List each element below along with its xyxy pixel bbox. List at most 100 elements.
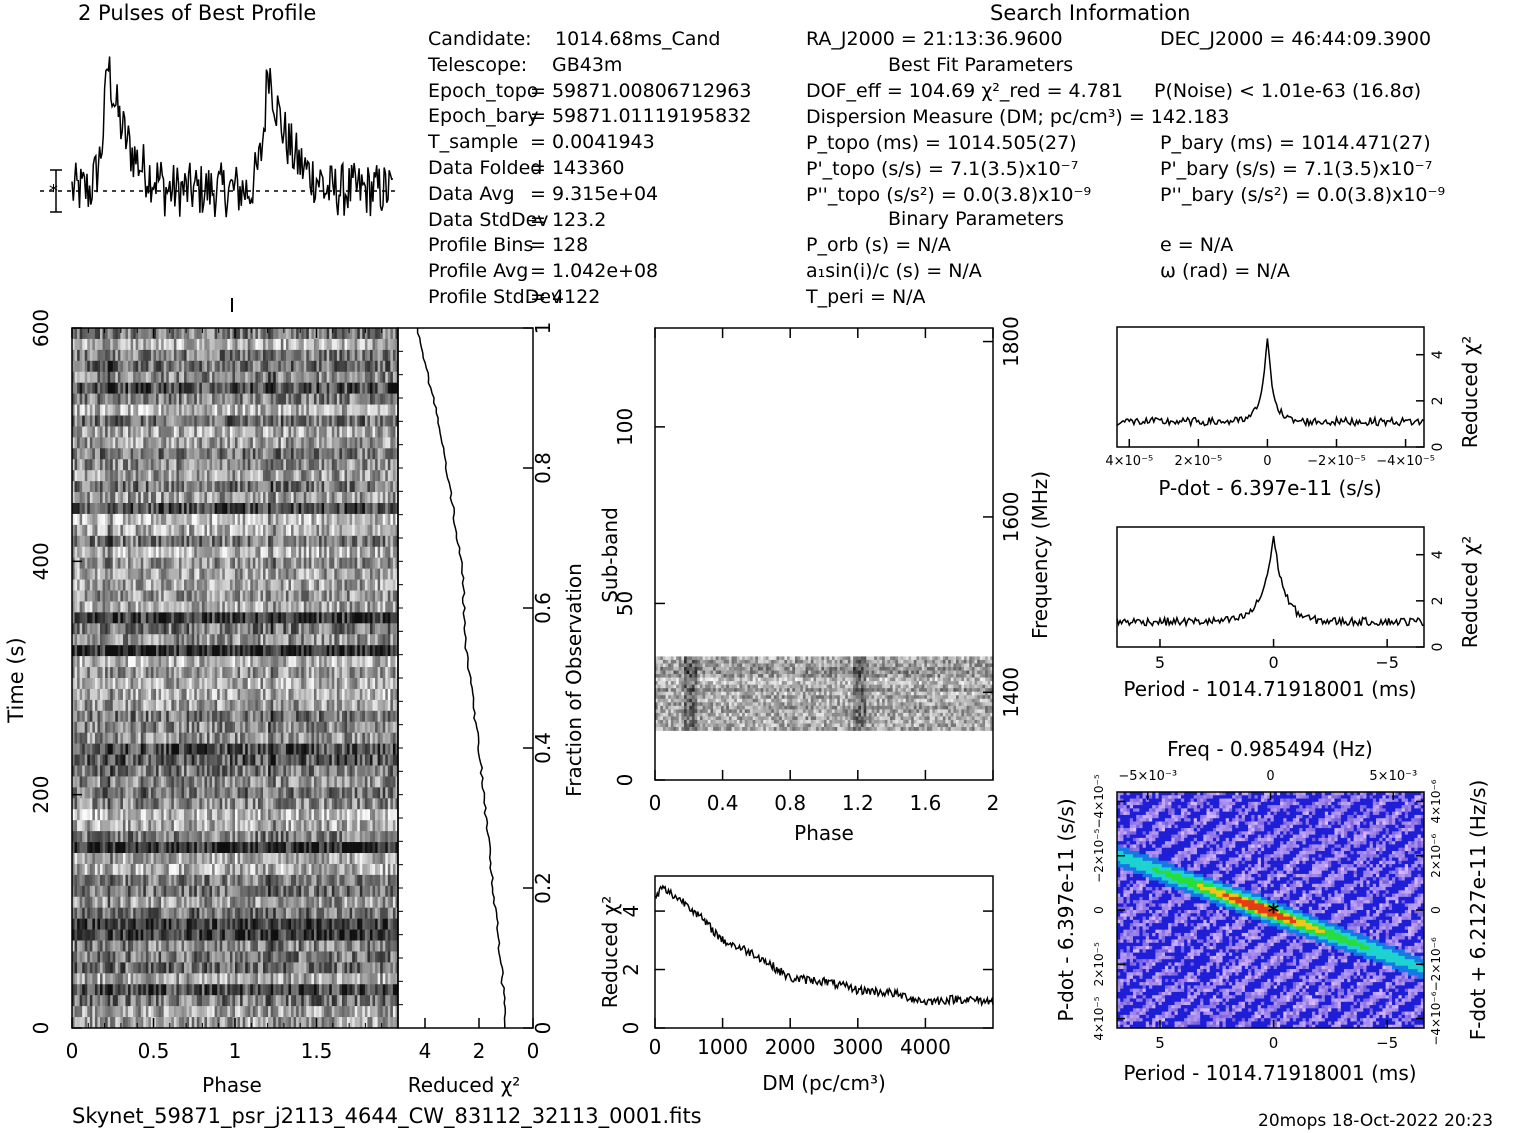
heatmap-cell xyxy=(72,459,75,471)
heatmap-cell xyxy=(324,732,327,744)
heatmap-cell xyxy=(214,481,218,493)
heatmap-cell xyxy=(201,459,205,471)
heatmap-cell xyxy=(359,328,363,340)
heatmap-cell xyxy=(273,667,277,679)
heatmap-cell xyxy=(255,481,259,493)
heatmap-cell xyxy=(77,678,80,690)
heatmap-cell xyxy=(72,667,75,679)
heatmap-cell xyxy=(336,590,340,602)
heatmap-cell xyxy=(375,328,378,340)
heatmap-cell xyxy=(217,645,221,657)
heatmap-cell xyxy=(140,699,144,712)
heatmap-cell xyxy=(344,524,348,537)
heatmap-cell xyxy=(133,338,136,351)
heatmap-cell xyxy=(87,470,91,482)
heatmap-cell xyxy=(273,601,277,613)
heatmap-cell xyxy=(145,732,149,744)
heatmap-cell xyxy=(72,732,75,744)
heatmap-cell xyxy=(390,393,394,405)
heatmap-cell xyxy=(176,579,180,591)
heatmap-cell xyxy=(214,393,218,405)
heatmap-cell xyxy=(250,688,254,701)
heatmap-cell xyxy=(382,492,386,504)
heatmap-cell xyxy=(311,535,315,548)
heatmap-cell xyxy=(235,513,238,526)
heatmap-cell xyxy=(301,382,305,394)
heatmap-cell xyxy=(316,688,320,701)
heatmap-cell xyxy=(87,382,91,394)
heatmap-cell xyxy=(392,360,396,373)
heatmap-cell xyxy=(369,656,373,668)
heatmap-cell xyxy=(94,612,98,624)
heatmap-cell xyxy=(349,667,353,679)
heatmap-cell xyxy=(257,459,261,471)
heatmap-cell xyxy=(359,470,363,482)
heatmap-cell xyxy=(339,710,343,723)
heatmap-cell xyxy=(156,393,159,405)
heatmap-cell xyxy=(97,513,101,526)
heatmap-cell xyxy=(107,481,111,493)
heatmap-cell xyxy=(194,612,198,624)
heatmap-cell xyxy=(319,404,322,416)
heatmap-cell xyxy=(229,328,233,340)
heatmap-cell xyxy=(367,699,371,712)
heatmap-cell xyxy=(94,732,98,744)
heatmap-cell xyxy=(347,371,350,383)
heatmap-cell xyxy=(173,360,177,373)
heatmap-cell xyxy=(201,349,205,362)
heatmap-cell xyxy=(301,590,305,602)
heatmap-cell xyxy=(107,623,111,635)
heatmap-cell xyxy=(92,688,96,701)
heatmap-cell xyxy=(341,415,345,427)
heatmap-cell xyxy=(128,645,131,657)
heatmap-cell xyxy=(263,601,266,613)
heatmap-cell xyxy=(232,710,236,723)
heatmap-cell xyxy=(367,645,371,657)
heatmap-cell xyxy=(252,721,256,733)
heatmap-cell xyxy=(173,601,177,613)
heatmap-cell xyxy=(196,524,200,537)
heatmap-cell xyxy=(224,492,228,504)
heatmap-cell xyxy=(285,513,289,526)
heatmap-cell xyxy=(168,459,172,471)
heatmap-cell xyxy=(110,568,114,580)
heatmap-cell xyxy=(204,601,208,613)
heatmap-cell xyxy=(364,481,368,493)
heatmap-cell xyxy=(369,645,373,657)
heatmap-cell xyxy=(263,645,266,657)
heatmap-cell xyxy=(311,557,315,569)
heatmap-cell xyxy=(382,437,386,449)
heatmap-cell xyxy=(293,360,297,373)
heatmap-cell xyxy=(89,557,93,569)
heatmap-cell xyxy=(250,481,254,493)
heatmap-cell xyxy=(97,623,101,635)
heatmap-cell xyxy=(334,678,338,690)
heatmap-cell xyxy=(77,503,80,515)
heatmap-cell xyxy=(260,634,264,646)
heatmap-cell xyxy=(82,546,86,558)
heatmap-cell xyxy=(184,579,187,591)
heatmap-cell xyxy=(352,688,356,701)
heatmap-cell xyxy=(339,459,343,471)
heatmap-cell xyxy=(339,382,343,394)
heatmap-cell xyxy=(339,338,343,351)
heatmap-cell xyxy=(275,623,279,635)
heatmap-cell xyxy=(79,426,83,438)
heatmap-cell xyxy=(120,710,124,723)
heatmap-cell xyxy=(257,426,261,438)
heatmap-cell xyxy=(257,743,261,755)
heatmap-cell xyxy=(270,568,274,580)
heatmap-cell xyxy=(143,667,147,679)
heatmap-cell xyxy=(143,492,147,504)
heatmap-cell xyxy=(291,503,294,515)
heatmap-cell xyxy=(362,743,366,755)
heatmap-cell xyxy=(303,393,307,405)
heatmap-cell xyxy=(306,710,310,723)
heatmap-cell xyxy=(161,459,164,471)
heatmap-cell xyxy=(349,393,353,405)
heatmap-cell xyxy=(217,404,221,416)
heatmap-cell xyxy=(268,415,271,427)
heatmap-cell xyxy=(283,415,287,427)
heatmap-cell xyxy=(173,546,177,558)
heatmap-cell xyxy=(196,645,200,657)
